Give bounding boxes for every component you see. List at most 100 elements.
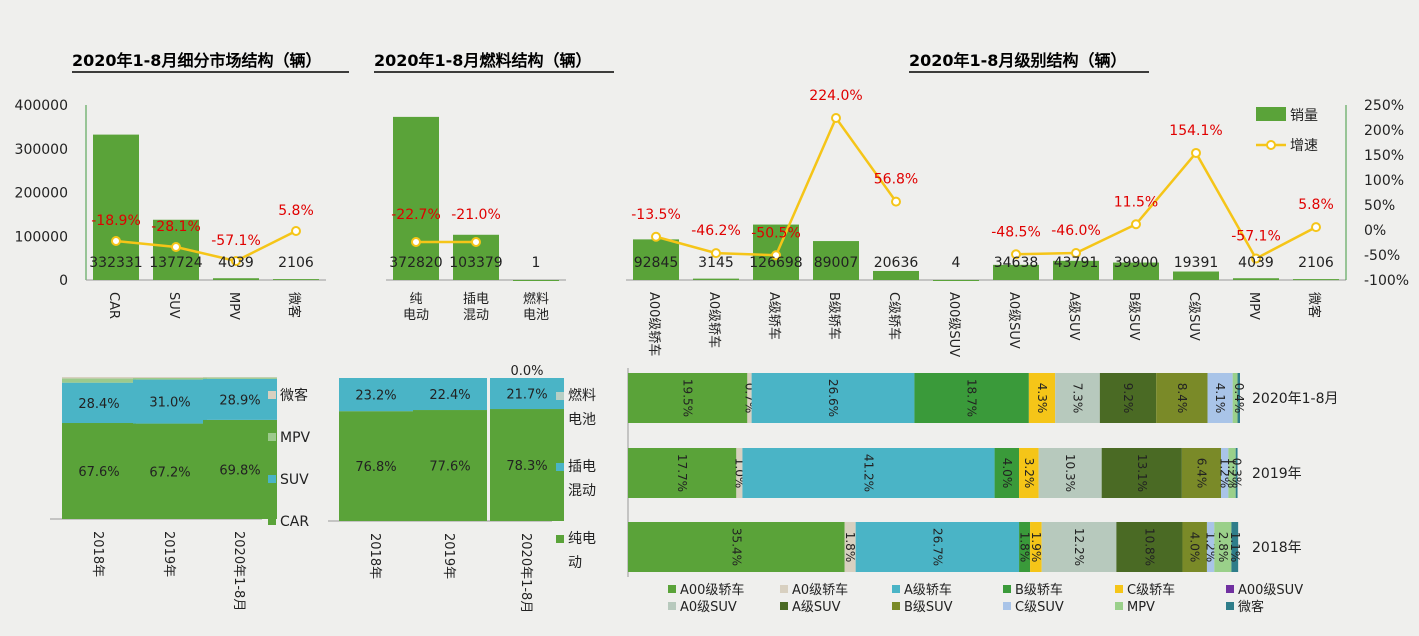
growth-marker	[471, 237, 481, 247]
stack-segment	[203, 377, 277, 379]
segment-label: 31.0%	[149, 396, 190, 411]
stack-segment	[1181, 448, 1222, 498]
data-label: 4039	[218, 255, 254, 271]
growth-label: 11.5%	[1114, 194, 1158, 210]
stack-segment	[628, 373, 748, 423]
growth-marker	[1191, 147, 1201, 158]
stack-segment	[1055, 373, 1100, 423]
category-label: 2018年	[367, 533, 382, 579]
category-label: 2018年	[90, 531, 105, 577]
growth-label: -28.1%	[151, 219, 201, 235]
y-tick: 400000	[15, 98, 68, 114]
legend-label: 微客	[280, 387, 308, 404]
stack-segment	[1221, 448, 1229, 498]
category-label: B级轿车	[826, 292, 842, 340]
growth-marker	[1251, 253, 1261, 264]
segment-label: 2.8%	[1216, 532, 1230, 563]
growth-marker	[111, 236, 121, 246]
stack-segment	[133, 377, 207, 380]
category-label: 纯电动	[403, 292, 429, 323]
stack-segment	[133, 379, 207, 424]
bar	[1173, 271, 1219, 280]
bar	[273, 279, 319, 280]
data-label: 4039	[1238, 255, 1274, 271]
data-label: 3145	[698, 255, 734, 271]
data-label: 372820	[389, 255, 442, 271]
bar	[1293, 279, 1339, 281]
segment-label: 4.0%	[1188, 532, 1202, 563]
data-label: 103379	[449, 255, 502, 271]
class-title: 2020年1-8月级别结构（辆）	[909, 51, 1126, 70]
segment-label: 13.1%	[1135, 454, 1149, 492]
stack-segment	[62, 378, 136, 383]
fuel-title: 2020年1-8月燃料结构（辆）	[374, 51, 591, 70]
stack-segment	[855, 522, 1020, 572]
stack-segment	[1038, 448, 1102, 498]
growth-marker	[891, 196, 901, 207]
segment-label: 6.4%	[1194, 458, 1208, 489]
growth-marker	[1131, 219, 1141, 230]
bar	[633, 239, 679, 280]
stack-segment	[1099, 373, 1157, 423]
segment-label: 67.6%	[78, 465, 119, 480]
legend-label: SUV	[280, 472, 309, 488]
segment-label: 1.9%	[1029, 532, 1043, 563]
legend-swatch	[1003, 602, 1011, 610]
legend-swatch	[668, 585, 676, 593]
data-label: 4	[952, 255, 961, 271]
legend-label: A00级SUV	[1238, 583, 1303, 598]
bar	[393, 116, 439, 280]
bar	[93, 134, 139, 280]
stack-segment	[133, 423, 207, 519]
y2-tick: -50%	[1364, 248, 1400, 264]
y2-tick: 50%	[1364, 198, 1395, 214]
segment-label: 23.2%	[355, 389, 396, 404]
segment-label: 76.8%	[355, 460, 396, 475]
data-label: 2106	[1298, 255, 1334, 271]
segment-label: 78.3%	[506, 459, 547, 474]
bar	[693, 278, 739, 280]
segment-label: 0.0%	[510, 364, 543, 379]
stack-segment	[62, 377, 136, 379]
stack-segment	[1232, 373, 1238, 423]
growth-marker	[651, 231, 661, 242]
data-label: 19391	[1174, 255, 1219, 271]
growth-label: -21.0%	[451, 207, 501, 223]
legend-swatch	[1115, 602, 1123, 610]
segment-label: 22.4%	[429, 388, 470, 403]
stack-segment	[1030, 522, 1042, 572]
segment-title: 2020年1-8月细分市场结构（辆）	[72, 51, 321, 70]
legend-label: 燃料电池	[568, 387, 596, 428]
bar	[213, 278, 259, 280]
category-label: SUV	[166, 292, 181, 319]
legend-label: A0级SUV	[680, 600, 737, 615]
segment-label: 1.2%	[1225, 458, 1239, 489]
category-label: B级SUV	[1126, 292, 1141, 341]
segment-label: 1.8%	[843, 532, 857, 563]
segment-label: 1.2%	[1218, 458, 1232, 489]
growth-label: -48.5%	[991, 224, 1041, 240]
stack-segment	[339, 378, 413, 412]
category-label: 插电混动	[463, 292, 489, 323]
legend-label: A00级轿车	[680, 582, 744, 598]
legend-label: 纯电动	[568, 531, 596, 571]
data-label: 89007	[814, 255, 859, 271]
stack-segment	[490, 378, 564, 410]
segment-label: 0.4%	[1232, 383, 1246, 414]
category-label: 2019年	[1252, 466, 1302, 482]
y2-tick: 100%	[1364, 173, 1404, 189]
stack-segment	[490, 409, 564, 521]
growth-label: 5.8%	[278, 203, 314, 219]
segment-label: 28.4%	[78, 397, 119, 412]
legend-marker-growth	[1266, 140, 1276, 150]
y-tick: 0	[59, 273, 68, 289]
bar	[933, 279, 979, 281]
stack-segment	[413, 410, 487, 521]
growth-marker	[1311, 222, 1321, 233]
growth-marker	[1071, 248, 1081, 258]
segment-label: 1.8%	[1018, 532, 1032, 563]
segment-label: 9.2%	[1121, 383, 1135, 414]
stack-segment	[1019, 448, 1039, 498]
category-label: A0级轿车	[706, 292, 722, 348]
